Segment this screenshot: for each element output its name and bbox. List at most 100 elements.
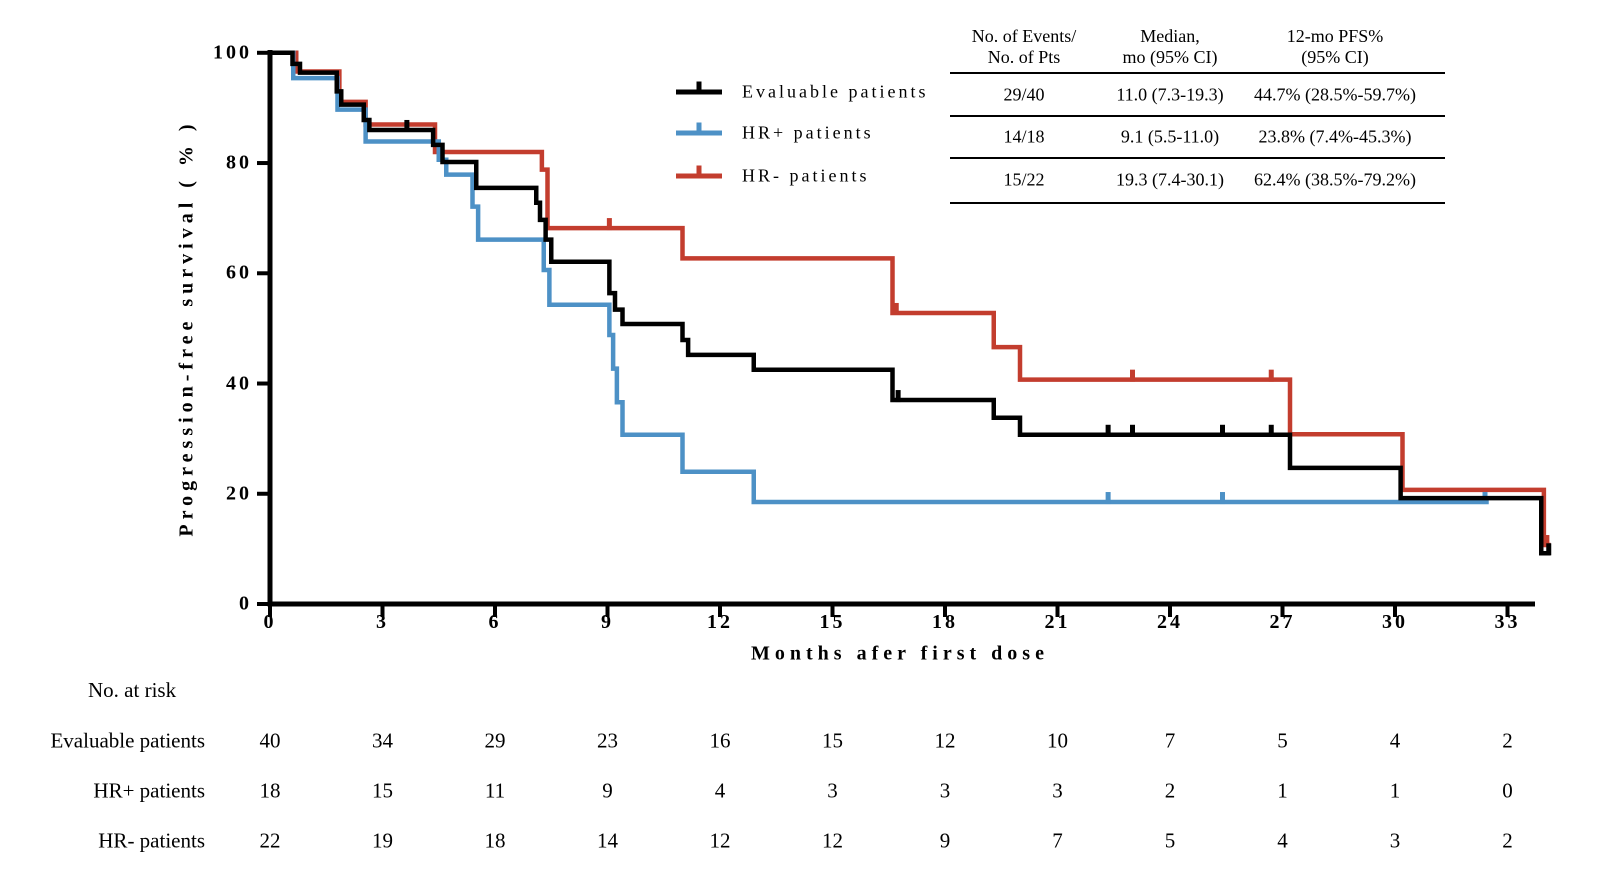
at-risk-count: 23	[597, 728, 618, 753]
censor-tick-icon	[1220, 424, 1225, 437]
at-risk-count: 9	[602, 778, 613, 803]
at-risk-count: 3	[1389, 828, 1401, 853]
at-risk-count: 22	[259, 828, 281, 853]
at-risk-count: 29	[484, 728, 506, 753]
cell-events-hr-minus: 15/22	[1003, 169, 1045, 190]
at-risk-count: 9	[939, 828, 951, 853]
x-tick-label-0: 0	[263, 611, 277, 633]
at-risk-count: 19	[372, 828, 393, 853]
table-rule	[950, 202, 1445, 204]
cell-median-hr-plus: 9.1 (5.5-11.0)	[1120, 126, 1220, 147]
header-line: mo (95% CI)	[1122, 47, 1218, 67]
censor-tick-icon	[1544, 535, 1550, 548]
legend-label-evaluable: Evaluable patients	[742, 81, 929, 102]
header-line: 12-mo PFS%	[1286, 26, 1384, 46]
y-tick-label-100: 100	[213, 41, 252, 64]
at-risk-count: 34	[372, 728, 393, 753]
x-tick-label-6: 6	[488, 611, 502, 633]
censor-tick-icon	[895, 390, 901, 403]
legend-label-hr-plus: HR+ patients	[742, 122, 874, 143]
censor-tick-icon	[893, 302, 899, 315]
y-tick-label-40: 40	[226, 372, 252, 395]
censor-tick-icon	[696, 81, 702, 92]
x-tick-label-21: 21	[1044, 611, 1071, 633]
cell-median-evaluable: 11.0 (7.3-19.3)	[1116, 84, 1224, 105]
y-tick-label-0: 0	[239, 592, 252, 615]
table-rule	[950, 157, 1445, 159]
cell-pfs12-hr-plus: 23.8% (7.4%-45.3%)	[1258, 126, 1412, 147]
x-tick-label-3: 3	[376, 611, 389, 633]
cell-events-evaluable: 29/40	[1003, 84, 1045, 105]
censor-tick-icon	[1268, 369, 1274, 382]
header-line: No. of Pts	[987, 47, 1061, 67]
at-risk-count: 3	[827, 778, 838, 803]
at-risk-count: 4	[1389, 728, 1401, 753]
evaluable-line-swatch	[676, 81, 722, 95]
censor-tick-icon	[1105, 492, 1111, 505]
cell-pfs12-hr-minus: 62.4% (38.5%-79.2%)	[1254, 169, 1416, 190]
censor-tick-icon	[1130, 369, 1135, 382]
x-tick-label-12: 12	[707, 611, 733, 633]
at-risk-count: 12	[934, 728, 956, 753]
at-risk-count: 3	[1052, 778, 1063, 803]
header-line: No. of Events/	[971, 26, 1077, 46]
at-risk-count: 2	[1164, 778, 1176, 803]
x-tick-label-9: 9	[601, 611, 614, 633]
at-risk-count: 12	[709, 828, 731, 853]
at-risk-count: 1	[1389, 778, 1401, 803]
at-risk-count: 18	[484, 828, 506, 853]
at-risk-count: 16	[709, 728, 731, 753]
at-risk-count: 1	[1277, 778, 1288, 803]
at-risk-count: 7	[1164, 728, 1176, 753]
x-tick-label-27: 27	[1269, 611, 1296, 633]
legend-label-hr-minus: HR- patients	[742, 165, 870, 186]
cell-median-hr-minus: 19.3 (7.4-30.1)	[1116, 169, 1224, 190]
x-axis-title: Months afer first dose	[751, 642, 1049, 665]
hr-plus-line-swatch	[676, 122, 722, 136]
at-risk-label-evaluable: Evaluable patients	[50, 728, 205, 753]
x-tick-label-18: 18	[932, 611, 958, 633]
summary-col-header-median: Median, mo (95% CI)	[1123, 26, 1218, 68]
at-risk-count: 2	[1502, 728, 1513, 753]
at-risk-count: 5	[1277, 728, 1288, 753]
at-risk-count: 4	[714, 778, 726, 803]
at-risk-count: 3	[939, 778, 951, 803]
at-risk-title: No. at risk	[88, 678, 177, 702]
hr-minus-line-swatch	[676, 165, 722, 179]
y-tick-label-80: 80	[226, 151, 252, 174]
censor-tick-icon	[606, 218, 612, 231]
censor-tick-icon	[1105, 424, 1111, 437]
header-line: Median,	[1140, 26, 1200, 46]
cell-events-hr-plus: 14/18	[1003, 126, 1045, 147]
at-risk-count: 14	[597, 828, 618, 853]
y-tick-label-20: 20	[226, 482, 252, 505]
table-rule	[950, 115, 1445, 117]
censor-tick-icon	[1546, 543, 1552, 556]
at-risk-count: 15	[372, 778, 393, 803]
y-axis-title: Progression-free survival ( % )	[175, 119, 198, 537]
at-risk-count: 40	[259, 728, 281, 753]
at-risk-label-hr-minus: HR- patients	[98, 828, 205, 853]
km-curve-hr--patients	[270, 50, 1551, 548]
censor-tick-icon	[1130, 424, 1135, 437]
at-risk-count: 2	[1502, 828, 1513, 853]
at-risk-count: 0	[1502, 778, 1513, 803]
x-tick-label-30: 30	[1382, 611, 1408, 633]
at-risk-count: 15	[822, 728, 843, 753]
x-tick-label-33: 33	[1494, 611, 1521, 633]
summary-col-header-events: No. of Events/ No. of Pts	[972, 26, 1076, 68]
cell-pfs12-evaluable: 44.7% (28.5%-59.7%)	[1254, 84, 1416, 105]
censor-tick-icon	[696, 165, 702, 176]
at-risk-count: 7	[1052, 828, 1063, 853]
censor-tick-icon	[696, 122, 702, 133]
at-risk-count: 11	[484, 778, 506, 803]
table-rule	[950, 72, 1445, 74]
at-risk-count: 18	[259, 778, 281, 803]
header-line: (95% CI)	[1301, 47, 1369, 67]
censor-tick-icon	[1268, 424, 1274, 437]
y-tick-label-60: 60	[226, 261, 252, 284]
at-risk-count: 5	[1164, 828, 1176, 853]
km-curve-evaluable-patients	[270, 50, 1551, 556]
